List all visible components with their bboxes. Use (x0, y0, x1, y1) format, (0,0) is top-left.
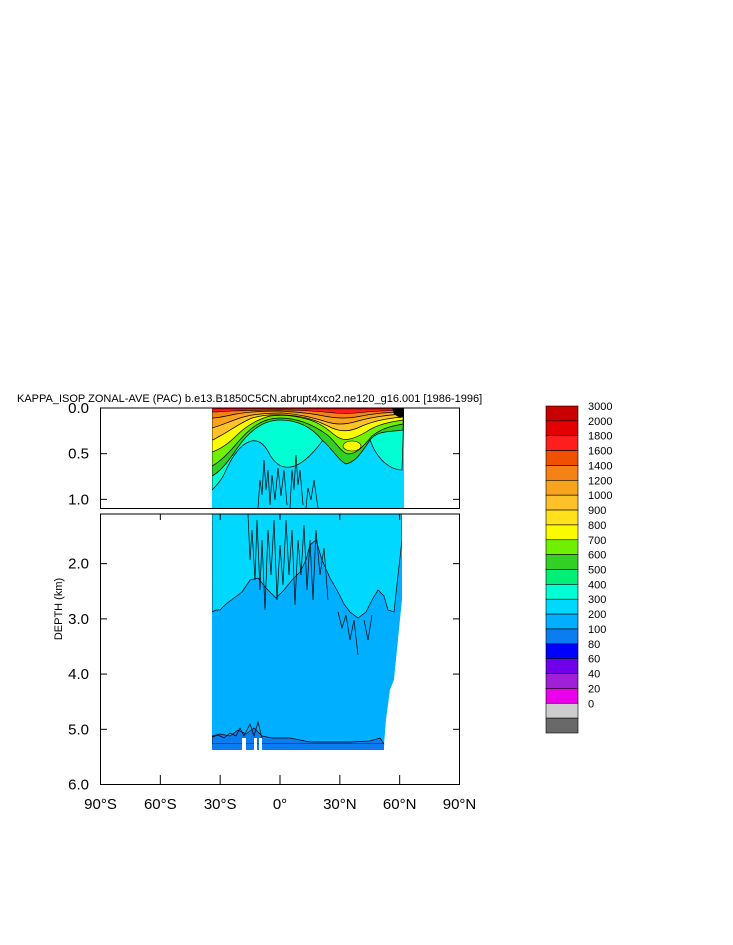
colorbar-swatch (545, 524, 579, 541)
colorbar-label: 900 (588, 505, 606, 517)
colorbar-label: 1200 (588, 475, 612, 487)
colorbar-swatch (545, 494, 579, 511)
lower-field-200-strip (212, 744, 384, 750)
colorbar-swatch (545, 405, 579, 422)
lower-field-400 (211, 513, 403, 619)
colorbar-swatch (545, 435, 579, 451)
colorbar-label: 3000 (588, 401, 612, 413)
x-tick-label: 60°N (383, 796, 417, 813)
colorbar-label: 100 (588, 624, 606, 636)
colorbar-label: 500 (588, 565, 606, 577)
colorbar-label: 80 (588, 639, 600, 651)
upper-panel-frame (100, 407, 460, 509)
colorbar-label: 700 (588, 535, 606, 547)
colorbar-swatch (545, 673, 579, 689)
y-tick-label: 3.0 (68, 611, 89, 628)
colorbar: 3000200018001600140012001000900800700600… (545, 401, 612, 734)
y-tick-label: 5.0 (68, 721, 89, 738)
y-tick-label: 0.0 (68, 400, 89, 417)
y-tick-label: 0.5 (68, 446, 89, 463)
y-tick-label: 6.0 (68, 777, 89, 794)
upper-blob (342, 440, 362, 452)
colorbar-label: 400 (588, 579, 606, 591)
colorbar-label: 1600 (588, 446, 612, 458)
y-tick-label: 1.0 (68, 491, 89, 508)
lower-panel (100, 513, 460, 785)
colorbar-label: 800 (588, 520, 606, 532)
colorbar-swatch (545, 420, 579, 437)
lower-noise (247, 513, 373, 656)
upper-noise (257, 454, 319, 509)
y-axis-lower: 2.0 3.0 4.0 5.0 6.0 (68, 556, 460, 794)
colorbar-swatch (545, 480, 579, 496)
colorbar-swatch (545, 554, 579, 570)
colorbar-swatch (545, 702, 579, 719)
colorbar-label: 40 (588, 669, 600, 681)
colorbar-swatch (545, 598, 579, 615)
colorbar-swatch (545, 539, 579, 555)
upper-panel (100, 407, 460, 509)
y-tick-label: 2.0 (68, 556, 89, 573)
x-axis: 90°S 60°S 30°S 0° 30°N 60°N 90°N (84, 514, 476, 813)
colorbar-label: 1800 (588, 431, 612, 443)
colorbar-label: 2000 (588, 416, 612, 428)
colorbar-swatch (545, 628, 579, 645)
colorbar-swatch (545, 613, 579, 630)
x-tick-label: 30°N (323, 796, 357, 813)
colorbar-swatch (545, 688, 579, 704)
colorbar-swatch (545, 450, 579, 466)
colorbar-label: 1000 (588, 490, 612, 502)
colorbar-label: 0 (588, 698, 594, 710)
colorbar-swatch (545, 717, 579, 734)
chart-title: KAPPA_ISOP ZONAL-AVE (PAC) b.e13.B1850C5… (17, 393, 482, 405)
colorbar-swatch (545, 658, 579, 674)
x-tick-label: 90°S (84, 796, 117, 813)
x-tick-label: 30°S (204, 796, 237, 813)
colorbar-swatch (545, 584, 579, 600)
colorbar-label: 1400 (588, 460, 612, 472)
colorbar-swatch (545, 509, 579, 526)
colorbar-label: 600 (588, 550, 606, 562)
colorbar-swatch (545, 569, 579, 585)
colorbar-swatch (545, 465, 579, 481)
y-tick-label: 4.0 (68, 666, 89, 683)
colorbar-label: 200 (588, 609, 606, 621)
colorbar-label: 20 (588, 683, 600, 695)
lower-bottom-wiggle (211, 720, 263, 739)
x-tick-label: 0° (273, 796, 287, 813)
colorbar-swatch (545, 643, 579, 659)
y-axis-upper: 0.0 0.5 1.0 (68, 400, 460, 508)
x-tick-label: 60°S (144, 796, 177, 813)
y-axis-label: DEPTH (km) (53, 578, 65, 640)
colorbar-label: 60 (588, 654, 600, 666)
colorbar-label: 300 (588, 594, 606, 606)
x-tick-label: 90°N (443, 796, 477, 813)
